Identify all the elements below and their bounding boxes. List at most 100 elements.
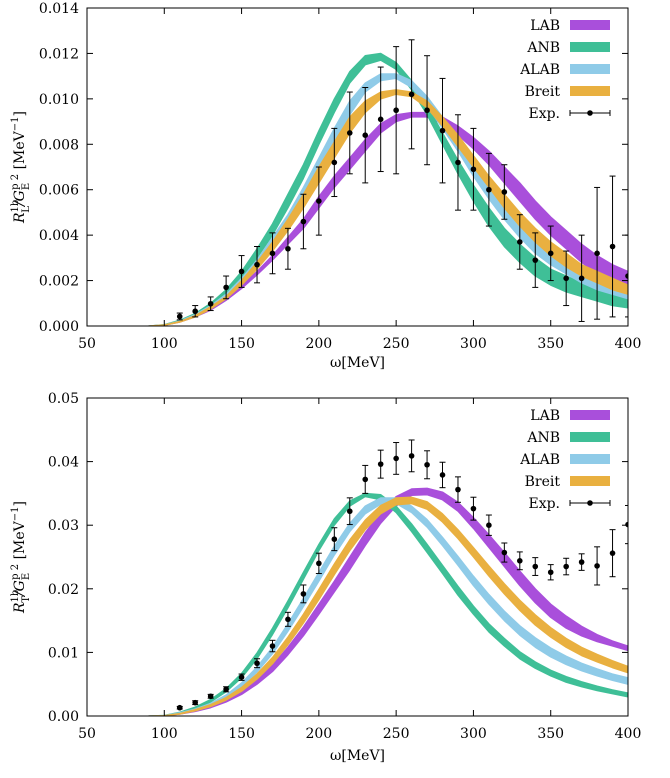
data-point bbox=[176, 312, 183, 321]
marker bbox=[439, 127, 446, 134]
marker bbox=[470, 166, 477, 173]
marker bbox=[625, 521, 628, 528]
data-point bbox=[284, 611, 291, 627]
data-point bbox=[207, 296, 214, 312]
marker bbox=[362, 476, 369, 483]
legend: LAB ANB ALAB Breit Exp. bbox=[519, 18, 611, 122]
marker bbox=[563, 563, 569, 570]
x-tick-label: 150 bbox=[228, 336, 255, 352]
y-label-part: E bbox=[21, 573, 32, 580]
marker bbox=[578, 559, 585, 565]
marker bbox=[424, 107, 430, 114]
marker bbox=[408, 453, 415, 459]
legend-label: ALAB bbox=[519, 452, 560, 468]
data-point bbox=[269, 232, 276, 275]
data-point bbox=[254, 246, 261, 284]
marker bbox=[207, 693, 214, 700]
data-point bbox=[300, 193, 307, 250]
y-tick-label: 0.00 bbox=[48, 709, 79, 725]
data-point bbox=[625, 504, 628, 545]
legend-swatch bbox=[570, 476, 610, 486]
data-point bbox=[563, 250, 570, 307]
data-point bbox=[269, 639, 276, 653]
marker bbox=[238, 268, 245, 275]
legend-swatch bbox=[570, 42, 610, 52]
marker bbox=[501, 189, 508, 195]
marker bbox=[223, 686, 229, 693]
x-tick-label: 100 bbox=[151, 726, 178, 742]
data-point bbox=[192, 699, 199, 706]
band-anb bbox=[148, 492, 628, 716]
marker bbox=[285, 245, 291, 252]
plot-area bbox=[148, 39, 628, 326]
marker bbox=[377, 461, 384, 467]
data-point bbox=[284, 227, 291, 270]
y-label-part: /G bbox=[12, 580, 28, 598]
legend-label: ANB bbox=[526, 40, 560, 56]
marker bbox=[455, 159, 461, 166]
band-breit bbox=[148, 496, 628, 716]
marker bbox=[594, 563, 600, 569]
marker bbox=[408, 91, 415, 98]
y-label-part: −1 bbox=[10, 506, 21, 521]
marker bbox=[393, 455, 399, 462]
data-point bbox=[254, 658, 261, 669]
marker bbox=[594, 250, 600, 257]
chart-panel-2: 50 100 150 200 250 300 350 400 0.00 0.01 0.02 0.03 0… bbox=[10, 391, 641, 764]
y-tick-label: 0.000 bbox=[39, 319, 79, 335]
y-label-part: 1b bbox=[10, 200, 21, 213]
marker bbox=[176, 313, 183, 320]
data-point bbox=[594, 546, 601, 586]
y-tick-label: 0.006 bbox=[39, 183, 79, 199]
marker bbox=[207, 300, 214, 307]
marker bbox=[517, 558, 523, 564]
marker bbox=[501, 549, 508, 556]
data-point bbox=[501, 542, 508, 563]
x-axis-label: ω[MeV] bbox=[330, 355, 385, 371]
data-point bbox=[532, 232, 539, 288]
data-point bbox=[315, 552, 322, 575]
x-tick-label: 350 bbox=[537, 336, 564, 352]
data-point bbox=[192, 305, 199, 318]
y-label-part: R bbox=[12, 602, 28, 614]
y-tick-label: 0.010 bbox=[39, 92, 79, 108]
marker bbox=[331, 159, 338, 166]
legend-label: ANB bbox=[526, 430, 560, 446]
marker bbox=[424, 461, 430, 468]
x-tick-label: 250 bbox=[383, 726, 410, 742]
legend-label: ALAB bbox=[519, 62, 560, 78]
marker bbox=[609, 243, 616, 250]
data-point bbox=[532, 557, 539, 576]
marker bbox=[346, 508, 353, 515]
y-axis-label: R1bL/GEp 2 [MeV−1] bbox=[10, 111, 32, 224]
data-point bbox=[501, 164, 508, 220]
y-tick-label: 0.02 bbox=[48, 582, 79, 598]
marker bbox=[625, 273, 628, 279]
data-point bbox=[238, 255, 245, 288]
data-point bbox=[516, 214, 523, 270]
plot-area bbox=[148, 439, 628, 716]
y-tick-label: 0.01 bbox=[48, 645, 79, 661]
y-label-part: p 2 bbox=[10, 564, 21, 580]
plot-frame bbox=[86, 397, 629, 717]
marker bbox=[563, 275, 569, 282]
x-tick-label: 200 bbox=[305, 726, 332, 742]
x-axis-label: ω[MeV] bbox=[330, 748, 385, 764]
legend: LAB ANB ALAB Breit Exp. bbox=[519, 408, 611, 512]
legend-swatch bbox=[587, 500, 593, 506]
data-point bbox=[207, 693, 214, 700]
band-breit bbox=[148, 89, 628, 326]
y-tick-label: 0.002 bbox=[39, 274, 79, 290]
marker bbox=[346, 130, 353, 136]
data-point bbox=[346, 497, 353, 526]
marker bbox=[377, 116, 384, 123]
y-label-part: E bbox=[21, 183, 32, 190]
y-tick-label: 0.04 bbox=[48, 455, 79, 471]
chart-panel-1: 50 100 150 200 250 300 350 400 0.000 0.002 0.004 0.… bbox=[10, 1, 641, 371]
data-point bbox=[547, 564, 554, 581]
data-point bbox=[408, 439, 415, 473]
y-tick-label: 0.008 bbox=[39, 137, 79, 153]
y-label-part: /G bbox=[12, 190, 28, 208]
data-point bbox=[439, 77, 446, 184]
